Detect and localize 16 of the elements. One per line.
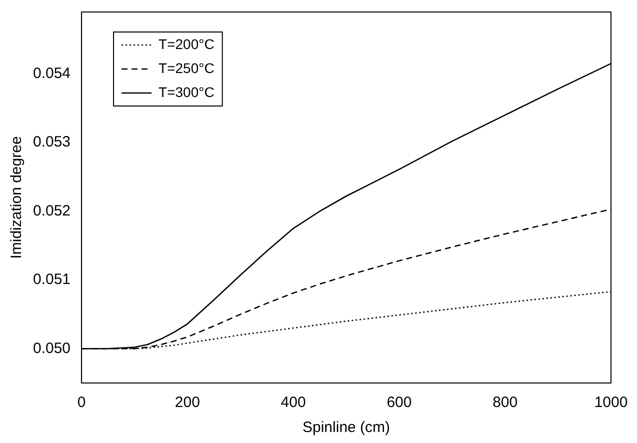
x-tick-label: 400 <box>280 394 306 412</box>
x-tick-label: 600 <box>386 394 412 412</box>
legend-label: T=250°C <box>158 60 214 76</box>
y-tick-label: 0.054 <box>32 64 71 82</box>
y-tick-label: 0.053 <box>32 134 71 151</box>
y-axis-title: Imidization degree <box>8 136 26 259</box>
x-axis-title: Spinline (cm) <box>302 419 390 436</box>
y-tick-label: 0.050 <box>32 340 71 357</box>
legend-label: T=200°C <box>158 36 214 52</box>
x-tick-label: 200 <box>174 394 200 412</box>
x-tick-label: 1000 <box>594 394 628 412</box>
x-tick-label: 800 <box>492 394 518 412</box>
y-tick-label: 0.051 <box>32 271 71 288</box>
y-tick-label: 0.052 <box>32 202 71 220</box>
x-tick-label: 0 <box>77 394 86 412</box>
legend-label: T=300°C <box>158 84 214 100</box>
